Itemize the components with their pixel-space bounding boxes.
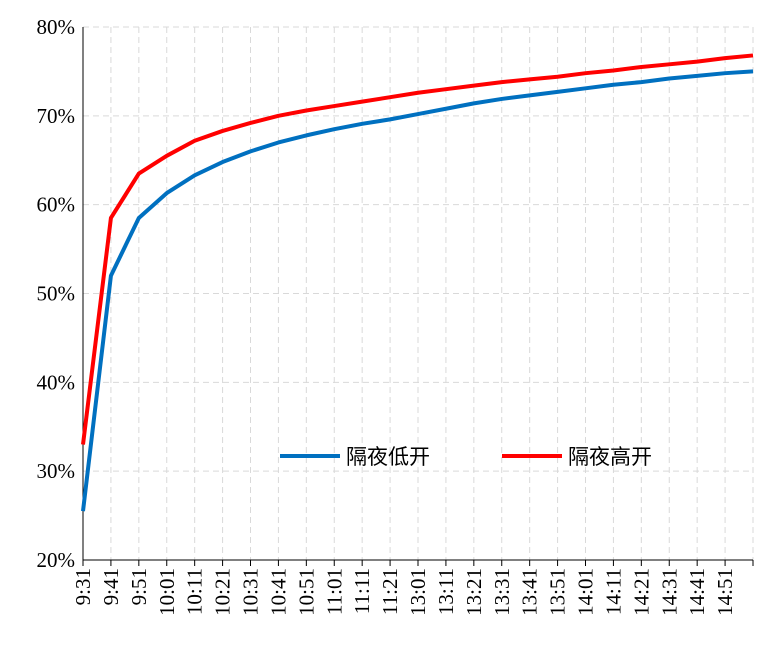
series-line — [81, 53, 754, 445]
x-tick-label: 14:01 — [574, 568, 598, 616]
x-tick-label: 13:41 — [518, 568, 542, 616]
x-tick-label: 14:51 — [713, 568, 737, 616]
x-tick-label: 13:11 — [434, 568, 458, 615]
y-tick-label: 50% — [37, 282, 76, 306]
y-tick-label: 30% — [37, 459, 76, 483]
x-tick-label: 9:51 — [127, 568, 151, 605]
x-tick-label: 13:51 — [546, 568, 570, 616]
y-tick-label: 40% — [37, 370, 76, 394]
x-tick-label: 13:31 — [490, 568, 514, 616]
x-tick-label: 14:21 — [629, 568, 653, 616]
x-tick-label: 11:01 — [322, 568, 346, 615]
legend-label: 隔夜高开 — [568, 445, 652, 469]
x-tick-label: 11:11 — [350, 568, 374, 614]
y-tick-label: 70% — [37, 104, 76, 128]
series-line — [81, 69, 754, 512]
y-tick-label: 60% — [37, 193, 76, 217]
x-tick-label: 14:41 — [685, 568, 709, 616]
x-tick-label: 10:11 — [183, 568, 207, 615]
x-tick-label: 10:41 — [266, 568, 290, 616]
x-tick-label: 10:21 — [211, 568, 235, 616]
x-tick-label: 10:31 — [239, 568, 263, 616]
y-tick-label: 20% — [37, 548, 76, 572]
x-tick-label: 14:11 — [601, 568, 625, 615]
y-tick-label: 80% — [37, 15, 76, 39]
legend-label: 隔夜低开 — [346, 445, 430, 469]
x-tick-label: 13:01 — [406, 568, 430, 616]
x-tick-label: 9:31 — [71, 568, 95, 605]
x-tick-label: 11:21 — [378, 568, 402, 615]
x-tick-label: 14:31 — [657, 568, 681, 616]
x-tick-label: 13:21 — [462, 568, 486, 616]
x-tick-label: 10:01 — [155, 568, 179, 616]
x-tick-label: 9:41 — [99, 568, 123, 605]
x-tick-label: 10:51 — [294, 568, 318, 616]
